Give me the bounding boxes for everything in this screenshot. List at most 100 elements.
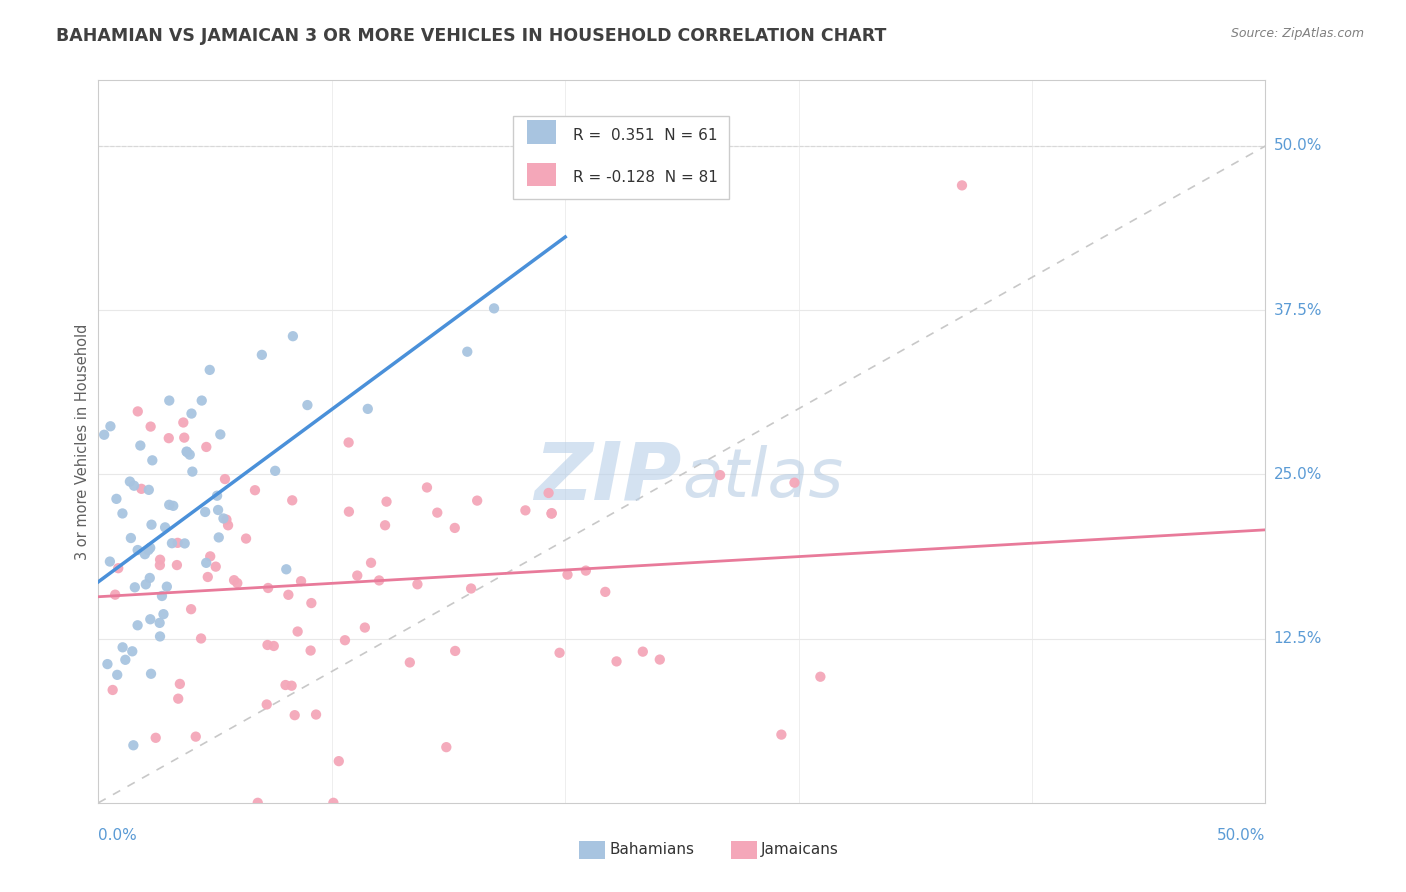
Point [181, 465, 204, 479]
Point [121, 644, 143, 658]
Point [214, 472, 236, 486]
Point [257, 581, 280, 595]
Point [354, 621, 377, 635]
Point [197, 570, 219, 584]
Point [173, 431, 195, 445]
Point [157, 431, 180, 445]
Point [141, 517, 163, 532]
Point [145, 731, 167, 745]
Point [167, 691, 190, 706]
Text: 25.0%: 25.0% [1274, 467, 1322, 482]
Point [434, 740, 457, 755]
Point [277, 588, 299, 602]
Point [783, 475, 806, 490]
Point [540, 507, 562, 521]
Point [138, 543, 160, 558]
Point [204, 559, 226, 574]
Text: 0.0%: 0.0% [98, 828, 138, 843]
Point [200, 549, 222, 564]
Bar [731, 841, 756, 859]
Point [217, 518, 239, 533]
Point [111, 507, 134, 521]
Point [222, 573, 245, 587]
Point [950, 178, 973, 193]
Point [208, 531, 231, 545]
Point [482, 301, 505, 316]
Point [280, 679, 302, 693]
Point [540, 506, 562, 520]
Point [398, 656, 420, 670]
Text: atlas: atlas [682, 445, 844, 510]
Point [127, 543, 149, 558]
Point [297, 398, 319, 412]
Point [160, 536, 183, 550]
FancyBboxPatch shape [513, 117, 728, 200]
Point [141, 453, 163, 467]
Point [149, 558, 172, 573]
Point [290, 574, 312, 589]
Text: BAHAMIAN VS JAMAICAN 3 OR MORE VEHICLES IN HOUSEHOLD CORRELATION CHART: BAHAMIAN VS JAMAICAN 3 OR MORE VEHICLES … [56, 27, 887, 45]
Point [770, 728, 793, 742]
Point [281, 329, 304, 343]
Point [299, 643, 322, 657]
Point [127, 618, 149, 632]
Point [169, 677, 191, 691]
Point [575, 564, 598, 578]
Bar [579, 841, 605, 859]
Point [152, 607, 174, 622]
Text: 12.5%: 12.5% [1274, 632, 1322, 646]
Point [209, 427, 232, 442]
Point [215, 513, 238, 527]
Text: 37.5%: 37.5% [1274, 302, 1322, 318]
Point [322, 796, 344, 810]
Point [184, 730, 207, 744]
Point [235, 532, 257, 546]
Text: ZIP: ZIP [534, 439, 682, 516]
Point [149, 552, 172, 566]
Point [149, 615, 172, 630]
Point [166, 558, 188, 572]
Point [101, 683, 124, 698]
Point [243, 483, 266, 498]
Point [150, 589, 173, 603]
Point [156, 580, 179, 594]
Bar [527, 163, 555, 186]
Point [96, 657, 118, 672]
Point [120, 531, 142, 545]
Text: 50.0%: 50.0% [1274, 138, 1322, 153]
Point [606, 654, 628, 668]
Point [207, 503, 229, 517]
Point [443, 521, 465, 535]
Point [287, 624, 309, 639]
Point [375, 494, 398, 508]
Point [709, 468, 731, 483]
Point [299, 596, 322, 610]
Point [250, 348, 273, 362]
Point [139, 419, 162, 434]
Point [138, 483, 160, 497]
Point [557, 567, 579, 582]
Point [548, 646, 571, 660]
Point [162, 499, 184, 513]
Point [284, 708, 307, 723]
Point [256, 638, 278, 652]
Point [180, 407, 202, 421]
Point [153, 520, 176, 534]
Point [212, 511, 235, 525]
Text: R = -0.128  N = 81: R = -0.128 N = 81 [574, 170, 718, 186]
Text: R =  0.351  N = 61: R = 0.351 N = 61 [574, 128, 718, 143]
Point [157, 498, 180, 512]
Point [172, 416, 194, 430]
Point [263, 639, 285, 653]
Point [173, 536, 195, 550]
Point [281, 493, 304, 508]
Point [111, 640, 134, 655]
Point [176, 445, 198, 459]
Point [105, 668, 128, 682]
Point [305, 707, 328, 722]
Point [337, 505, 360, 519]
Point [105, 491, 128, 506]
Point [465, 493, 488, 508]
Point [648, 652, 671, 666]
Point [456, 344, 478, 359]
